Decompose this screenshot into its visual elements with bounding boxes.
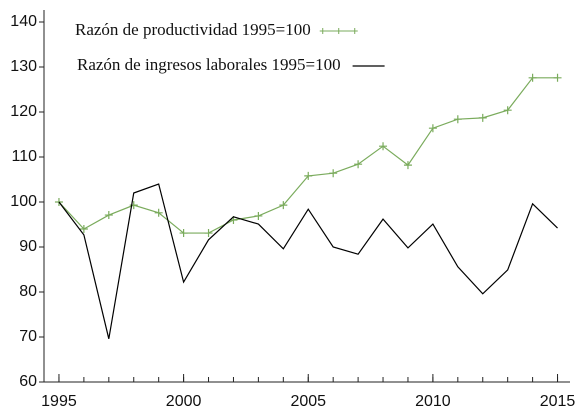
y-tick-label: 130 xyxy=(10,58,37,75)
point-marker xyxy=(54,198,63,206)
point-marker xyxy=(254,211,263,220)
point-marker xyxy=(79,225,88,233)
legend-swatch-marker xyxy=(335,28,342,34)
point-marker xyxy=(453,115,462,124)
legend-label: Razón de productividad 1995=100 xyxy=(75,20,311,39)
legend-swatch-marker xyxy=(319,28,326,34)
y-tick-label: 140 xyxy=(10,13,37,30)
point-marker xyxy=(304,171,313,180)
point-marker xyxy=(403,161,412,170)
point-marker xyxy=(478,113,487,122)
point-marker xyxy=(379,142,388,151)
point-marker xyxy=(329,169,338,178)
point-marker xyxy=(279,201,288,210)
legend-swatch-marker xyxy=(351,28,358,34)
x-tick-label: 2000 xyxy=(166,393,202,410)
point-marker xyxy=(553,73,562,82)
legend-label: Razón de ingresos laborales 1995=100 xyxy=(77,55,341,74)
y-tick-label: 60 xyxy=(19,373,37,390)
point-marker xyxy=(528,73,537,82)
x-tick-label: 2005 xyxy=(290,393,326,410)
x-tick-label: 1995 xyxy=(41,393,77,410)
y-tick-label: 120 xyxy=(10,103,37,120)
x-tick-label: 2015 xyxy=(540,393,576,410)
y-tick-label: 110 xyxy=(11,148,37,165)
series-line xyxy=(58,183,558,339)
y-tick-label: 80 xyxy=(19,283,37,300)
point-marker xyxy=(428,124,437,133)
point-marker xyxy=(154,208,163,217)
y-tick-label: 100 xyxy=(10,193,37,210)
point-marker xyxy=(179,229,188,238)
x-tick-label: 2010 xyxy=(415,393,451,410)
y-tick-label: 90 xyxy=(19,238,37,255)
point-marker xyxy=(204,229,213,238)
point-marker xyxy=(503,106,512,115)
point-marker xyxy=(354,160,363,169)
point-marker xyxy=(104,211,113,220)
y-tick-label: 70 xyxy=(19,328,37,345)
